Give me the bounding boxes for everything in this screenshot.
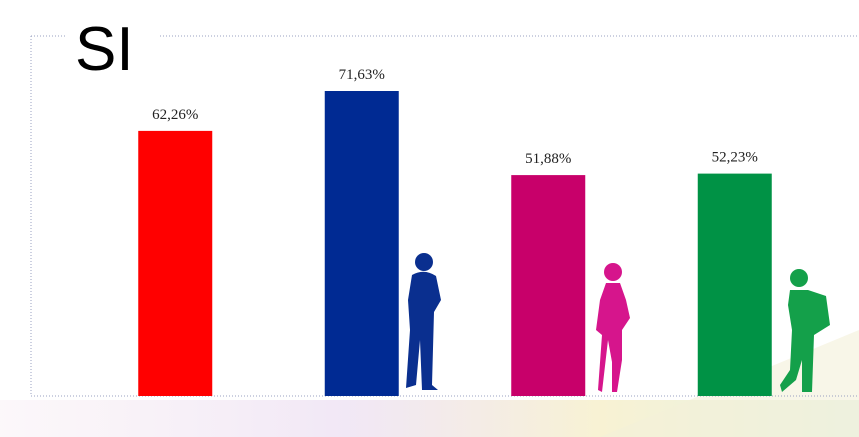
- student-silhouette: [780, 269, 830, 392]
- bar: [324, 91, 399, 396]
- bar: [138, 130, 213, 396]
- woman-silhouette: [596, 263, 630, 392]
- value-label: 51,88%: [525, 151, 571, 167]
- chart-title: SI: [75, 15, 134, 84]
- bar: [511, 175, 586, 396]
- man-silhouette: [406, 253, 441, 390]
- value-label: 71,63%: [339, 67, 385, 83]
- bar: [697, 173, 772, 396]
- value-label: 52,23%: [712, 150, 758, 166]
- value-label: 62,26%: [152, 107, 198, 123]
